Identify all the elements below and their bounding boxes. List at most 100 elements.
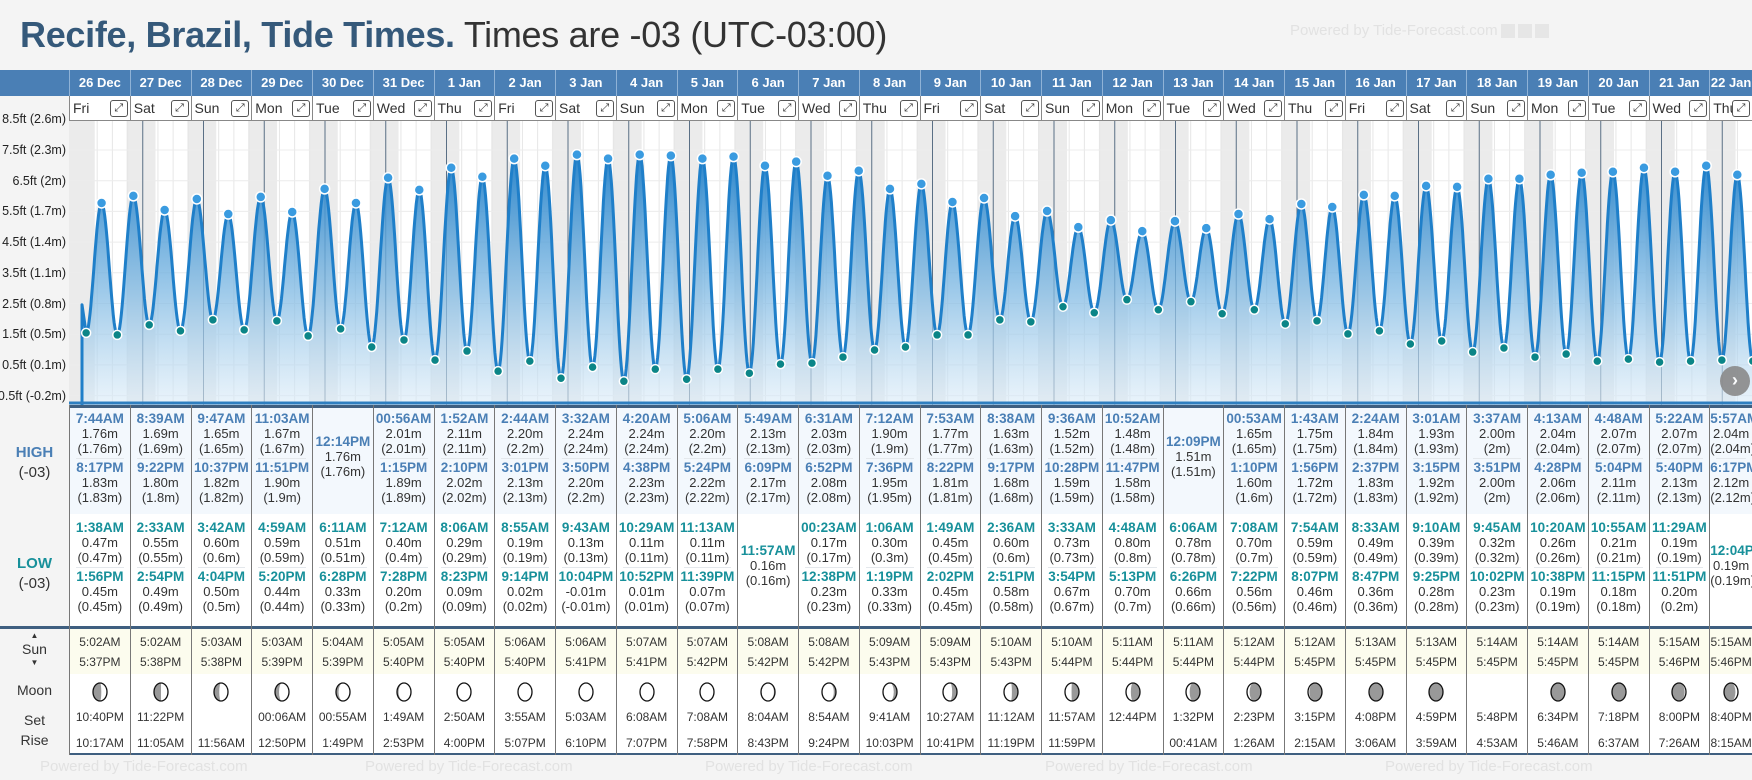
expand-day-button[interactable]: ⤢ — [1507, 100, 1525, 117]
expand-day-button[interactable]: ⤢ — [474, 100, 493, 117]
low-tide-entry: 8:47PM 0.36m (0.36m) — [1346, 569, 1406, 614]
low-tide-entry: 11:15PM 0.18m (0.18m) — [1589, 569, 1649, 614]
expand-day-button[interactable]: ⤢ — [1142, 100, 1161, 117]
moonset-time: 2:23PM — [1233, 710, 1275, 724]
moon-phase-icon — [1428, 682, 1445, 702]
high-tide-height: 2.24m — [628, 426, 665, 441]
day-header: Sun ⤢ — [1041, 96, 1102, 121]
low-tide-point — [1249, 304, 1260, 315]
moon-phase-icon — [92, 682, 108, 702]
high-tide-entry: 1:43AM 1.75m (1.75m) — [1285, 411, 1345, 456]
high-tide-height: 1.90m — [264, 475, 301, 490]
day-column: 3:01AM 1.93m (1.93m) 3:15PM 1.92m (1.92m) 9:10… — [1405, 405, 1467, 755]
expand-day-button[interactable]: ⤢ — [1628, 100, 1647, 117]
high-tide-point — [286, 206, 298, 218]
low-tide-height-alt: (0.45m) — [927, 599, 973, 614]
low-tide-height: 0.60m — [203, 535, 240, 550]
high-tide-entry: 5:40PM 2.13m (2.13m) — [1650, 460, 1710, 505]
divider — [1169, 567, 1218, 568]
low-tide-height: 0.21m — [1600, 535, 1637, 550]
expand-day-button[interactable]: ⤢ — [1203, 100, 1222, 117]
expand-day-button[interactable]: ⤢ — [960, 100, 979, 117]
sunrise-time: 5:06AM — [504, 635, 546, 649]
sunset-time: 5:45PM — [1354, 655, 1397, 669]
low-tide-entry: 9:10AM 0.39m (0.39m) — [1407, 520, 1467, 565]
expand-day-button[interactable]: ⤢ — [656, 100, 675, 117]
expand-day-button[interactable]: ⤢ — [595, 100, 614, 117]
divider — [1230, 458, 1278, 459]
high-tide-time: 11:51PM — [255, 460, 310, 475]
expand-day-button[interactable]: ⤢ — [1021, 100, 1039, 117]
date-header: 30 Dec — [312, 70, 373, 96]
expand-day-button[interactable]: ⤢ — [1324, 100, 1343, 117]
moonrise-time: 9:24PM — [808, 736, 850, 750]
high-tide-time: 4:48AM — [1594, 411, 1643, 426]
high-tide-height: 1.93m — [1418, 426, 1455, 441]
low-tide-point — [143, 319, 155, 331]
expand-day-button[interactable]: ⤢ — [1567, 100, 1586, 117]
day-column: 6:31AM 2.03m (2.03m) 6:52PM 2.08m (2.08m) 00:2… — [798, 405, 859, 755]
high-tide-entry: 4:48AM 2.07m (2.07m) — [1589, 411, 1649, 456]
low-tide-time: 7:28PM — [379, 569, 428, 584]
high-tide-time: 1:15PM — [379, 460, 428, 475]
low-tide-height-alt: (0.66m) — [1170, 599, 1216, 614]
expand-day-button[interactable]: ⤢ — [899, 100, 918, 117]
low-tide-entry: 11:29AM 0.19m (0.19m) — [1650, 520, 1710, 565]
sunset-time: 5:44PM — [1172, 655, 1215, 669]
high-tide-point — [1731, 169, 1744, 181]
expand-day-button[interactable]: ⤢ — [838, 100, 857, 117]
high-tide-time: 3:50PM — [562, 460, 610, 475]
day-of-week: Sun — [194, 100, 220, 116]
low-tide-time: 2:33AM — [136, 520, 185, 535]
divider — [1048, 458, 1096, 459]
high-tide-point — [95, 197, 108, 209]
low-tide-height-alt: (0.45m) — [77, 599, 123, 614]
low-tide-time: 9:43AM — [561, 520, 610, 535]
high-tide-point — [1358, 189, 1370, 201]
divider — [805, 458, 853, 459]
expand-day-button[interactable]: ⤢ — [535, 100, 553, 117]
expand-day-button[interactable]: ⤢ — [231, 100, 250, 117]
expand-day-button[interactable]: ⤢ — [109, 100, 128, 117]
high-tide-height: 2.11m — [446, 426, 482, 441]
sunrise-time: 5:12AM — [1233, 635, 1275, 649]
high-tide-height-alt: (1.65m) — [198, 441, 244, 456]
low-tide-height-alt: (0.13m) — [563, 550, 609, 565]
divider — [683, 458, 732, 459]
expand-day-button[interactable]: ⤢ — [1446, 100, 1465, 117]
expand-day-button[interactable]: ⤢ — [413, 100, 432, 117]
expand-day-button[interactable]: ⤢ — [1264, 100, 1282, 117]
low-tide-height: 0.13m — [567, 535, 604, 550]
low-tide-time: 5:13PM — [1108, 569, 1157, 584]
high-tide-point — [978, 192, 990, 204]
moon-label: Moon — [16, 682, 53, 698]
expand-day-button[interactable]: ⤢ — [1732, 100, 1750, 117]
expand-day-button[interactable]: ⤢ — [778, 100, 796, 117]
divider — [501, 567, 549, 568]
expand-day-button[interactable]: ⤢ — [1689, 100, 1708, 117]
expand-day-button[interactable]: ⤢ — [1385, 100, 1404, 117]
high-tide-entry: 8:17PM 1.83m (1.83m) — [70, 460, 130, 505]
expand-day-button[interactable]: ⤢ — [352, 100, 371, 117]
footer-watermark: Powered by Tide-Forecast.com — [1385, 758, 1593, 775]
date-header: 18 Jan — [1466, 70, 1527, 96]
day-header: Fri ⤢ — [1344, 96, 1406, 121]
high-tide-time: 2:37PM — [1351, 460, 1400, 475]
day-column: 8:38AM 1.63m (1.63m) 9:17PM 1.68m (1.68m) 2:36… — [980, 405, 1041, 755]
high-tide-point — [127, 190, 140, 202]
day-header: Tue ⤢ — [312, 96, 373, 121]
expand-day-button[interactable]: ⤢ — [1081, 100, 1100, 117]
high-tide-entry: 6:52PM 2.08m (2.08m) — [799, 460, 859, 505]
expand-day-button[interactable]: ⤢ — [292, 100, 310, 117]
low-tide-entry: 1:06AM 0.30m (0.3m) — [860, 520, 920, 565]
low-tide-height-alt: (0.02m) — [502, 599, 548, 614]
expand-day-button[interactable]: ⤢ — [717, 100, 736, 117]
expand-day-button[interactable]: ⤢ — [170, 100, 189, 117]
low-tide-time: 10:52PM — [619, 569, 675, 584]
next-days-button[interactable]: › — [1720, 366, 1750, 396]
high-tide-height: 1.67m — [264, 426, 301, 441]
high-tide-height-alt: (2.2m) — [506, 441, 544, 456]
high-tide-entry: 6:09PM 2.17m (2.17m) — [738, 460, 798, 505]
divider — [683, 567, 732, 568]
